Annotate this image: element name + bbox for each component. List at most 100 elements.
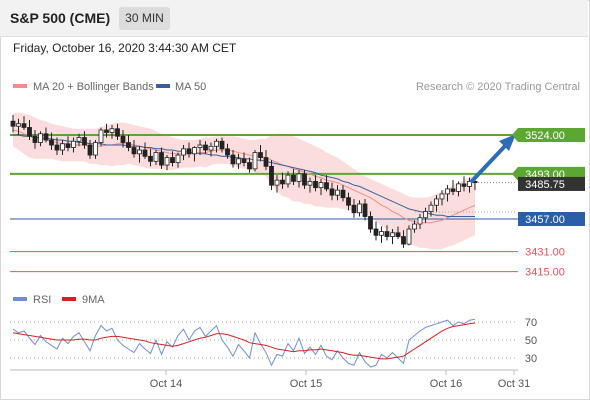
candle: [82, 137, 87, 146]
candle: [467, 180, 472, 187]
candle: [269, 165, 274, 186]
candle: [247, 162, 252, 170]
rsi-legend-swatch: [13, 297, 27, 301]
candle: [10, 120, 16, 127]
candle: [120, 135, 126, 143]
ma50-legend-label: MA 50: [175, 81, 206, 93]
candle: [148, 155, 153, 162]
level-box-pointer: [512, 128, 518, 142]
bollinger-band: [13, 112, 475, 250]
candle: [329, 188, 335, 196]
candle: [104, 129, 109, 133]
candle: [71, 140, 76, 148]
candle: [445, 188, 450, 195]
candle: [346, 197, 351, 206]
candle: [428, 204, 434, 212]
candle: [252, 152, 258, 170]
candle: [423, 211, 428, 219]
candle: [43, 133, 49, 141]
candle: [54, 144, 60, 151]
level-label-3457.00: 3457.00: [525, 214, 565, 226]
candle: [76, 137, 82, 142]
candle: [175, 154, 181, 163]
candle: [115, 128, 120, 137]
time-tick-label-oct-16: Oct 16: [430, 378, 462, 390]
ma50-legend-swatch: [156, 84, 170, 88]
level-label-3524.00: 3524.00: [525, 130, 565, 142]
candle: [258, 152, 263, 158]
timeframe-button[interactable]: 30 MIN: [119, 7, 170, 30]
level-box-3485.75: [518, 176, 585, 191]
candle: [197, 144, 203, 148]
level-box-3524.00: [518, 128, 585, 142]
candle: [274, 179, 280, 186]
rsi-ma-legend-swatch: [62, 297, 76, 301]
instrument-title: S&P 500 (CME): [10, 10, 111, 26]
candle: [417, 217, 423, 225]
candle: [456, 183, 461, 192]
level-label-3485.75: 3485.75: [525, 179, 565, 191]
candle: [32, 135, 38, 143]
candle: [307, 180, 313, 186]
candle: [87, 144, 93, 156]
candle: [192, 147, 197, 155]
candle: [313, 180, 318, 189]
credit-text: Research © 2020 Trading Central: [416, 81, 580, 93]
candle: [291, 174, 296, 182]
candle: [170, 157, 175, 163]
candle: [126, 142, 131, 148]
candle: [60, 143, 65, 151]
date-text: Friday, October 16, 2020 3:44:30 AM CET: [13, 41, 237, 55]
candle: [186, 148, 192, 155]
candle: [241, 158, 247, 163]
candle: [164, 157, 170, 166]
time-axis: Oct 14 Oct 15 Oct 16 Oct 31: [150, 370, 530, 390]
candle: [236, 158, 241, 165]
level-label-3431.00: 3431.00: [525, 247, 565, 259]
candle: [340, 189, 346, 199]
candle: [434, 198, 439, 206]
candle: [395, 232, 401, 237]
candle: [373, 228, 379, 236]
candle: [142, 149, 148, 157]
candle: [65, 143, 71, 148]
candle: [109, 128, 115, 133]
time-tick-label-oct-15: Oct 15: [290, 378, 322, 390]
candle: [27, 127, 32, 137]
candle: [384, 231, 390, 237]
candle: [296, 173, 302, 182]
level-label-3415.00: 3415.00: [525, 267, 565, 279]
candle: [153, 152, 159, 162]
rsi-layer: 70 50 30: [10, 317, 537, 368]
level-box-pointer: [512, 166, 518, 181]
candle: [412, 223, 417, 230]
candle: [439, 193, 445, 200]
candle: [379, 231, 384, 236]
candle: [318, 182, 324, 189]
rsi-tick-50: 50: [525, 335, 537, 347]
time-tick-label-oct-31: Oct 31: [498, 378, 530, 390]
level-box-3457.00: [518, 212, 585, 226]
candle: [38, 133, 43, 143]
candle: [21, 123, 27, 128]
candle: [219, 140, 225, 150]
candle: [390, 232, 395, 237]
header-bar: S&P 500 (CME) 30 MIN: [0, 0, 588, 37]
price-layer: 3524.003493.003485.753457.003431.003415.…: [10, 112, 585, 279]
candle: [181, 148, 186, 156]
candle: [159, 152, 164, 166]
candle: [362, 203, 368, 217]
candle: [450, 188, 456, 192]
rsi-line: [12, 318, 476, 368]
candle: [131, 147, 137, 155]
candle: [280, 179, 285, 185]
candle: [263, 157, 269, 167]
time-tick-label-oct-14: Oct 14: [150, 378, 182, 390]
bollinger-legend-swatch: [13, 84, 27, 88]
candle: [225, 148, 230, 156]
candle: [230, 154, 236, 165]
candle: [351, 204, 357, 214]
candle: [401, 236, 406, 245]
rsi-tick-30: 30: [525, 353, 537, 365]
candle: [302, 173, 307, 186]
